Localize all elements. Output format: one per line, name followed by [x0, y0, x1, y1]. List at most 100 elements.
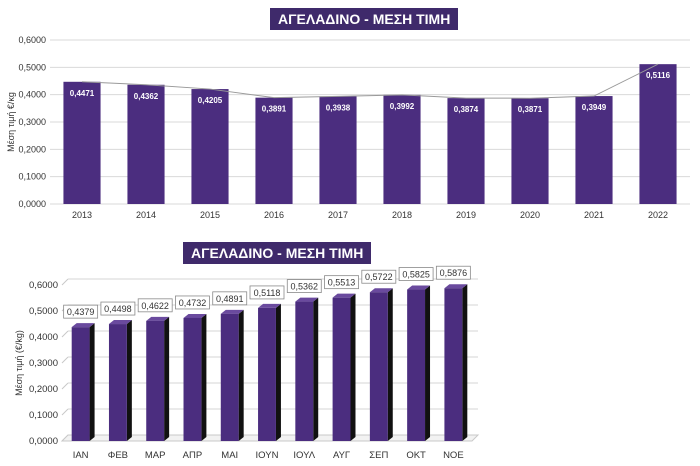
- data-label: 0,3938: [326, 103, 351, 112]
- bar: [295, 301, 314, 441]
- x-tick-label: ΟΚΤ: [406, 450, 426, 461]
- data-label-box: [361, 269, 397, 284]
- data-label-box: [324, 275, 359, 290]
- bar: [369, 292, 388, 441]
- data-label: 0,4362: [134, 92, 159, 101]
- bar-side: [387, 288, 393, 441]
- gridline-depth: [61, 278, 69, 286]
- x-tick-label: ΑΥΓ: [333, 450, 350, 461]
- x-tick-label: 2018: [392, 210, 412, 220]
- x-tick-label: 2017: [328, 210, 348, 220]
- bar-side: [238, 309, 244, 441]
- data-label: 0,5876: [440, 268, 468, 278]
- y-tick-label: 0,1000: [29, 410, 58, 421]
- y-tick-label: 0,4000: [29, 332, 58, 343]
- data-label-box: [63, 304, 99, 319]
- data-label-box: [249, 285, 285, 300]
- data-label: 0,3874: [454, 105, 479, 114]
- bar: [220, 313, 239, 441]
- gridline-depth: [61, 330, 69, 338]
- x-tick-label: 2013: [72, 210, 92, 220]
- data-label: 0,4205: [198, 96, 223, 105]
- data-label-box: [286, 279, 322, 293]
- bar: [146, 320, 165, 441]
- bar-side: [462, 284, 468, 441]
- x-tick-label: 2021: [584, 210, 604, 220]
- gridline-depth: [61, 408, 69, 416]
- chart-1-title: ΑΓΕΛΑΔΙΝΟ - ΜΕΣΗ ΤΙΜΗ: [270, 8, 459, 30]
- x-tick-label: 2022: [648, 210, 668, 220]
- bar-top: [369, 288, 393, 293]
- y-tick-label: 0,0000: [18, 199, 46, 209]
- y-axis-label: Μέση τιμή €/κg: [6, 92, 16, 152]
- bar-top: [332, 293, 356, 298]
- bar-top: [108, 320, 132, 325]
- x-tick-label: ΝΟΕ: [443, 450, 464, 461]
- data-label: 0,5118: [254, 288, 281, 298]
- bar: [71, 327, 90, 441]
- bar: [575, 96, 613, 204]
- x-tick-label: ΙΟΥΝ: [256, 450, 279, 461]
- x-tick-label: ΙΑΝ: [73, 450, 89, 461]
- bar: [444, 288, 463, 441]
- bar-side: [164, 316, 170, 441]
- bar: [511, 98, 549, 204]
- bar: [63, 81, 101, 204]
- data-label: 0,5825: [402, 270, 430, 280]
- data-label-box: [398, 267, 434, 281]
- x-tick-label: 2020: [520, 210, 540, 220]
- x-tick-label: ΙΟΥΛ: [293, 450, 315, 461]
- bar-side: [425, 285, 431, 441]
- bar: [332, 297, 351, 441]
- bar: [191, 89, 229, 204]
- bar-top: [71, 323, 95, 328]
- data-label: 0,4732: [179, 298, 207, 308]
- bar: [258, 307, 276, 441]
- y-tick-label: 0,6000: [29, 280, 58, 291]
- bar: [639, 64, 677, 205]
- bar-side: [126, 320, 132, 441]
- data-label-box: [175, 295, 210, 310]
- x-tick-label: ΜΑΡ: [145, 450, 166, 461]
- gridline-depth: [61, 356, 69, 364]
- x-tick-label: 2015: [200, 210, 220, 220]
- bar: [319, 96, 357, 204]
- bar: [127, 84, 165, 204]
- y-tick-label: 0,3000: [18, 117, 46, 127]
- y-tick-label: 0,5000: [29, 306, 58, 317]
- bar-top: [444, 284, 468, 289]
- y-tick-label: 0,3000: [29, 358, 58, 369]
- x-tick-label: ΑΠΡ: [183, 450, 203, 461]
- bar-top: [295, 297, 319, 302]
- x-tick-label: ΦΕΒ: [108, 450, 128, 461]
- bar: [255, 97, 293, 204]
- data-label: 0,4891: [216, 294, 244, 304]
- bar-side: [89, 323, 95, 441]
- y-tick-label: 0,0000: [29, 436, 58, 447]
- bar: [447, 98, 485, 204]
- annual-price-chart: 0,0000 0,1000 0,2000 0,3000 0,4000 0,5000 0,60…: [6, 35, 690, 220]
- x-tick-label: 2014: [136, 210, 156, 220]
- y-axis-label: Μέση τιμή (€/kg): [14, 330, 24, 396]
- data-label-box: [100, 301, 136, 316]
- x-tick-label: ΜΑΙ: [221, 450, 238, 461]
- x-tick-label: ΣΕΠ: [369, 450, 388, 461]
- bar: [407, 289, 426, 441]
- bar-top: [183, 313, 207, 318]
- data-label: 0,3871: [518, 105, 543, 114]
- bar: [183, 317, 202, 441]
- y-tick-label: 0,6000: [18, 35, 46, 45]
- y-tick-label: 0,1000: [18, 172, 46, 182]
- data-label: 0,3992: [390, 102, 415, 111]
- y-tick-label: 0,2000: [29, 384, 58, 395]
- y-tick-label: 0,2000: [18, 144, 46, 154]
- x-tick-label: 2019: [456, 210, 476, 220]
- bar-top: [407, 285, 431, 290]
- data-label: 0,4379: [67, 307, 95, 317]
- data-label: 0,5362: [291, 282, 319, 292]
- gridline-depth: [61, 382, 69, 390]
- data-label: 0,5513: [328, 278, 356, 288]
- bar-top: [258, 303, 281, 308]
- data-label: 0,4471: [70, 89, 95, 98]
